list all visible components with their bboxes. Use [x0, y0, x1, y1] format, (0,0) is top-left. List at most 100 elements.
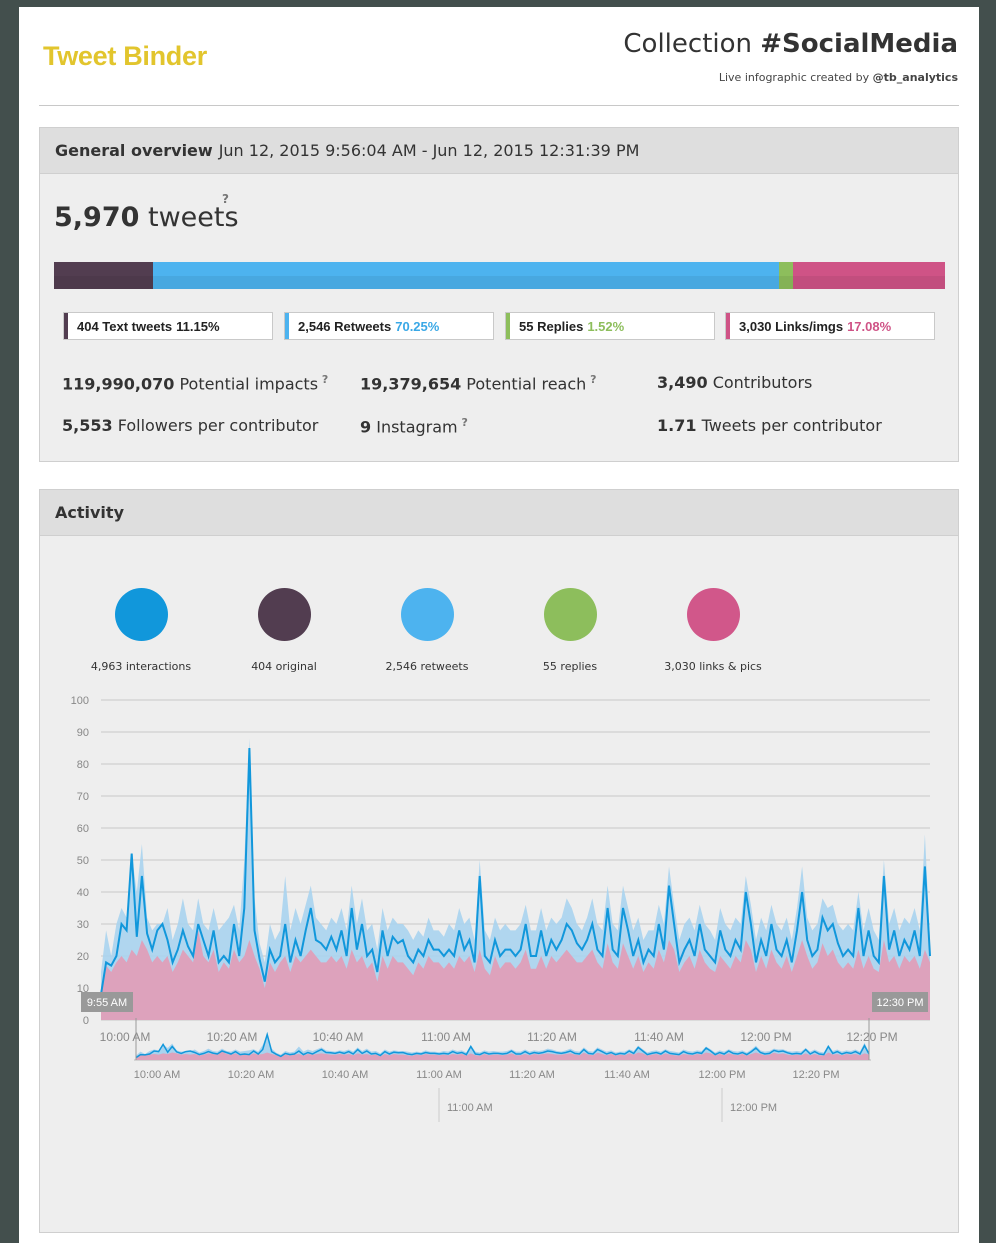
legend-label: 404 Text tweets: [77, 318, 173, 334]
y-tick-label: 0: [83, 1015, 89, 1027]
range-end-badge[interactable]: [872, 992, 928, 1012]
legend-label: 3,030 Links/imgs: [739, 318, 844, 334]
stat-label: Potential impacts: [174, 374, 319, 394]
activity-circle-label: 3,030 links & pics: [664, 660, 762, 673]
y-tick-label: 80: [77, 759, 89, 771]
legend-color-stripe: [285, 313, 289, 339]
navigator-tick-label: 12:20 PM: [792, 1069, 839, 1081]
navigator-interactions-line: [135, 1031, 870, 1059]
legend-box-3[interactable]: 3,030 Links/imgs 17.08%: [725, 312, 935, 340]
legend-box-2[interactable]: 55 Replies 1.52%: [505, 312, 715, 340]
total-tweets: 5,970 tweets: [54, 202, 239, 233]
stat-label: Contributors: [707, 373, 813, 392]
activity-circle-label: 4,963 interactions: [90, 660, 192, 673]
activity-dot-icon: [543, 588, 597, 641]
activity-dot-icon: [257, 588, 311, 641]
y-tick-label: 70: [77, 791, 89, 803]
activity-circle-label: 2,546 retweets: [385, 660, 469, 673]
secondary-tick-label: 11:00 AM: [447, 1102, 493, 1114]
legend-color-stripe: [64, 313, 68, 339]
overview-header: General overview Jun 12, 2015 9:56:04 AM…: [40, 128, 958, 174]
activity-circle-2[interactable]: 2,546 retweets: [367, 588, 487, 673]
series-interactions-line: [100, 747, 931, 995]
stat-label: Followers per contributor: [112, 416, 319, 435]
navigator-retweets-area: [136, 1033, 869, 1060]
navigator-tick-label: 10:20 AM: [228, 1069, 274, 1081]
legend-label: 55 Replies: [519, 318, 584, 334]
x-tick-label: 10:20 AM: [207, 1030, 258, 1044]
x-tick-label: 10:40 AM: [313, 1030, 364, 1044]
overview-date-range: Jun 12, 2015 9:56:04 AM - Jun 12, 2015 1…: [218, 141, 640, 160]
stat-contributors: 3,490 Contributors: [657, 373, 812, 392]
author-handle-link[interactable]: @tb_analytics: [872, 71, 958, 84]
legend-percent: 11.15%: [176, 318, 220, 334]
stat-value: 19,379,654: [360, 374, 462, 394]
range-start-badge[interactable]: [81, 992, 133, 1012]
collection-subtitle: Live infographic created by @tb_analytic…: [719, 71, 958, 84]
y-tick-label: 20: [77, 951, 89, 963]
bar-segment-replies: [779, 262, 793, 289]
x-tick-label: 11:20 AM: [527, 1030, 577, 1044]
activity-title: Activity: [55, 503, 124, 522]
stat-value: 119,990,070: [62, 374, 175, 394]
navigator-links-area: [136, 1051, 869, 1060]
activity-circle-4[interactable]: 3,030 links & pics: [653, 588, 773, 673]
overview-title: General overview: [55, 141, 213, 160]
x-tick-label: 11:00 AM: [421, 1030, 471, 1044]
header-divider: [39, 105, 959, 106]
page: Tweet Binder Collection #SocialMedia Liv…: [19, 7, 979, 1243]
help-icon[interactable]: ?: [586, 373, 597, 386]
activity-circle-label: 404 original: [251, 660, 317, 673]
tweet-binder-logo[interactable]: Tweet Binder: [43, 41, 207, 71]
x-tick-label: 12:20 PM: [846, 1030, 897, 1044]
activity-dot-icon: [400, 588, 454, 641]
activity-dot-icon: [686, 588, 740, 641]
x-tick-label: 11:40 AM: [634, 1030, 684, 1044]
legend-color-stripe: [506, 313, 510, 339]
legend-box-1[interactable]: 2,546 Retweets 70.25%: [284, 312, 494, 340]
y-tick-label: 40: [77, 887, 89, 899]
tweet-distribution-bar: [54, 262, 946, 289]
series-links-area: [101, 930, 930, 1020]
stat-value: 3,490: [657, 373, 708, 392]
navigator-tick-label: 11:20 AM: [509, 1069, 555, 1081]
stat-label: Potential reach: [461, 374, 587, 394]
navigator-tick-label: 11:40 AM: [604, 1069, 650, 1081]
help-icon[interactable]: ?: [457, 416, 468, 429]
stat-potential-reach: 19,379,654 Potential reach ?: [360, 373, 597, 393]
stat-tweets-per-contributor: 1.71 Tweets per contributor: [657, 416, 882, 435]
stat-followers-per-contributor: 5,553 Followers per contributor: [62, 416, 318, 435]
collection-name: #SocialMedia: [760, 29, 958, 59]
collection-prefix: Collection: [623, 29, 761, 59]
general-overview-panel: General overview Jun 12, 2015 9:56:04 AM…: [39, 127, 959, 462]
activity-circle-0[interactable]: 4,963 interactions: [81, 588, 201, 673]
total-tweets-label: tweets: [139, 202, 239, 233]
activity-dot-icon: [114, 588, 168, 641]
y-tick-label: 30: [77, 919, 89, 931]
total-tweets-help-icon[interactable]: ?: [222, 192, 229, 206]
activity-summary: 4,963 interactions 404 original 2,546 retw…: [40, 588, 958, 688]
stat-potential-impacts: 119,990,070 Potential impacts ?: [62, 373, 328, 393]
stat-instagram: 9 Instagram ?: [360, 416, 468, 436]
bar-segment-links-imgs: [792, 262, 946, 289]
y-tick-label: 50: [77, 855, 89, 867]
activity-panel: Activity 4,963 interactions 404 original 2…: [39, 489, 959, 1233]
navigator-tick-label: 12:00 PM: [698, 1069, 745, 1081]
legend-box-0[interactable]: 404 Text tweets 11.15%: [63, 312, 273, 340]
y-tick-label: 100: [71, 695, 89, 707]
x-tick-label: 12:00 PM: [740, 1030, 791, 1044]
legend-percent: 17.08%: [847, 318, 892, 334]
help-icon[interactable]: ?: [318, 373, 329, 386]
legend-percent: 1.52%: [587, 318, 625, 334]
activity-circle-1[interactable]: 404 original: [224, 588, 344, 673]
navigator-tick-label: 10:00 AM: [134, 1069, 180, 1081]
range-start-label: 9:55 AM: [87, 997, 127, 1009]
activity-header: Activity: [40, 490, 958, 536]
activity-circle-label: 55 replies: [542, 660, 598, 673]
range-end-label: 12:30 PM: [876, 997, 923, 1009]
collection-title: Collection #SocialMedia: [623, 29, 958, 59]
stat-value: 9: [360, 417, 372, 437]
activity-circle-3[interactable]: 55 replies: [510, 588, 630, 673]
navigator-tick-label: 11:00 AM: [416, 1069, 462, 1081]
